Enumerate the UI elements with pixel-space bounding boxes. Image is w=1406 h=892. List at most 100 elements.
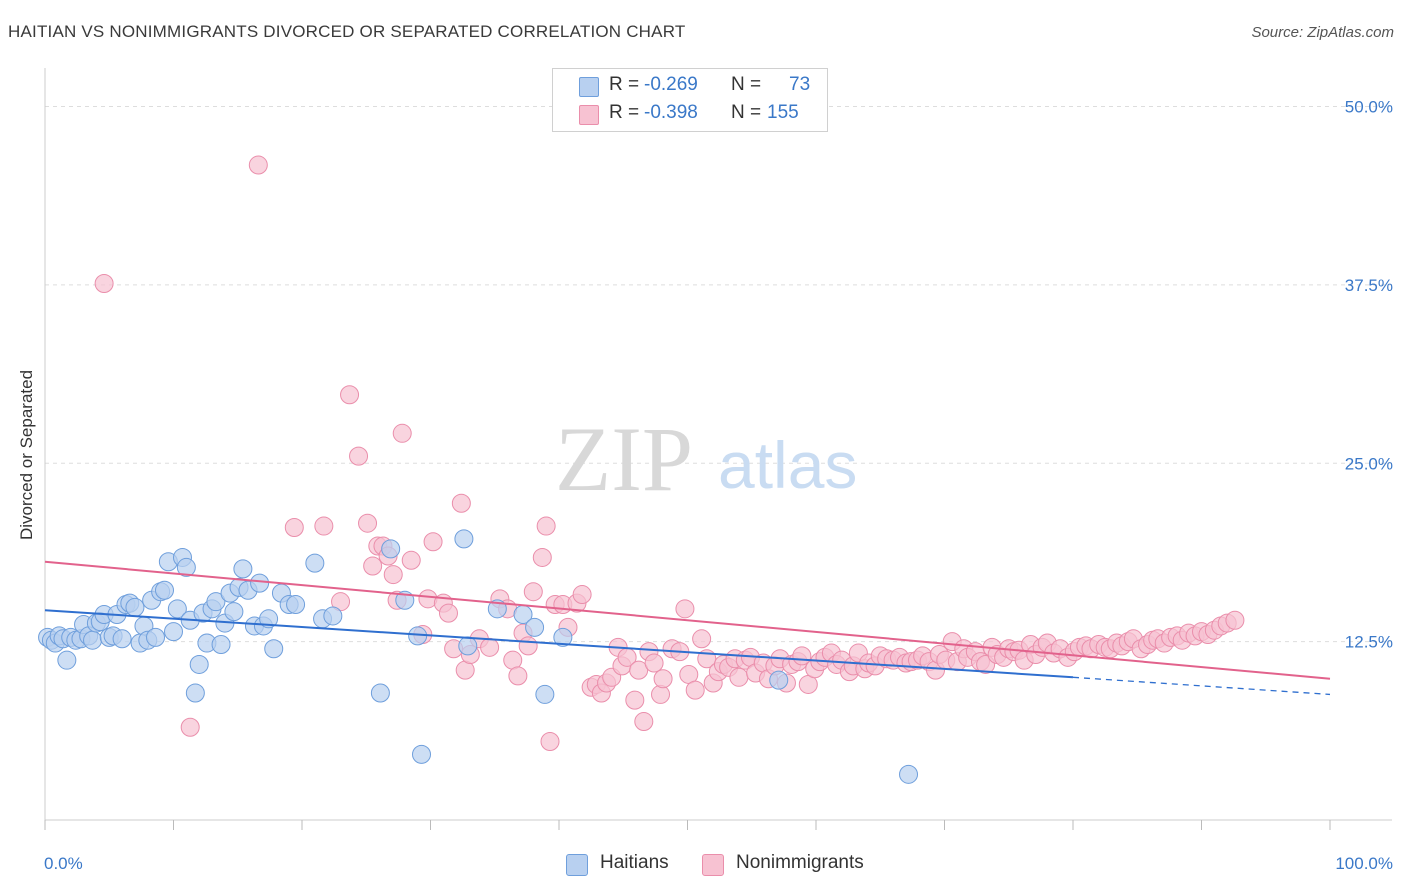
legend-row-nonimmigrants: R = -0.398 N = 155: [553, 99, 827, 127]
nonimmigrants-swatch: [579, 105, 599, 125]
y-tick-label: 50.0%: [1345, 98, 1393, 117]
r-label: R =: [609, 74, 640, 95]
nonimmigrants-point: [692, 629, 712, 649]
r-value: -0.269: [644, 74, 698, 95]
haitians-points: [38, 529, 919, 784]
n-value: 73: [789, 74, 811, 95]
n-value: 155: [767, 102, 799, 123]
y-axis-label: Divorced or Separated: [17, 369, 36, 541]
nonimmigrants-point: [629, 660, 649, 680]
n-label: N =: [731, 74, 762, 95]
haitians-trend-line: [44, 609, 1074, 679]
haitians-point: [211, 634, 231, 654]
haitians-point: [224, 602, 244, 622]
r-label: R =: [609, 102, 640, 123]
y-tick-label: 25.0%: [1345, 454, 1393, 473]
nonimmigrants-point: [94, 273, 114, 293]
nonimmigrants-point: [634, 712, 654, 732]
nonimmigrants-points: [94, 155, 1245, 752]
axes: [44, 68, 1392, 830]
haitians-point: [250, 573, 270, 593]
watermark-zip: ZIP: [555, 408, 693, 510]
haitians-point: [264, 639, 284, 659]
nonimmigrants-point: [340, 385, 360, 405]
haitians-point: [233, 559, 253, 579]
nonimmigrants-point: [523, 582, 543, 602]
nonimmigrants-point: [314, 516, 334, 536]
nonimmigrants-point: [423, 532, 443, 552]
haitians-point: [525, 617, 545, 637]
nonimmigrants-point: [363, 556, 383, 576]
nonimmigrants-point: [358, 513, 378, 533]
trend-lines: [44, 560, 1331, 696]
nonimmigrants-point: [349, 446, 369, 466]
haitians-point: [553, 627, 573, 647]
haitians-point: [370, 683, 390, 703]
chart-title: HAITIAN VS NONIMMIGRANTS DIVORCED OR SEP…: [8, 22, 686, 41]
haitians-point: [535, 684, 555, 704]
nonimmigrants-point: [480, 637, 500, 657]
haitians-swatch: [579, 77, 599, 97]
haitians-point: [176, 557, 196, 577]
nonimmigrants-point: [1225, 610, 1245, 630]
haitians-point: [412, 744, 432, 764]
nonimmigrants-point: [180, 717, 200, 737]
x-tick-label: 0.0%: [44, 854, 83, 873]
haitians-point: [155, 580, 175, 600]
haitians-point: [323, 606, 343, 626]
nonimmigrants-point: [729, 667, 749, 687]
nonimmigrants-point: [644, 653, 664, 673]
nonimmigrants-trend-line: [44, 560, 1331, 680]
haitians-point: [899, 764, 919, 784]
legend-row-haitians: R = -0.269 N = 73: [553, 71, 827, 99]
haitians-point: [146, 627, 166, 647]
nonimmigrants-point: [508, 666, 528, 686]
haitians-point: [125, 597, 145, 617]
haitians-point: [189, 654, 209, 674]
correlation-legend: R = -0.269 N = 73 R = -0.398 N = 155: [552, 68, 828, 132]
nonimmigrants-point: [651, 684, 671, 704]
haitians-point: [454, 529, 474, 549]
haitians-point: [112, 629, 132, 649]
haitians-point: [458, 636, 478, 656]
nonimmigrants-point: [685, 680, 705, 700]
nonimmigrants-point: [392, 423, 412, 443]
nonimmigrants-point: [401, 550, 421, 570]
haitians-point: [167, 599, 187, 619]
source-label: Source: ZipAtlas.com: [1251, 24, 1394, 41]
nonimmigrants-point: [284, 517, 304, 537]
haitians-trend-extension: [1072, 676, 1331, 696]
haitians-point: [83, 630, 103, 650]
haitians-point: [57, 650, 77, 670]
haitians-point: [164, 622, 183, 642]
nonimmigrants-point: [451, 493, 471, 513]
r-value: -0.398: [644, 102, 698, 123]
tick-labels: 12.5% 25.0% 37.5% 50.0% 0.0% 100.0%: [44, 98, 1393, 873]
n-label: N =: [731, 102, 762, 123]
y-tick-label: 12.5%: [1345, 633, 1393, 652]
haitians-point: [259, 609, 279, 629]
haitians-point: [206, 592, 226, 612]
nonimmigrants-point: [625, 690, 645, 710]
nonimmigrants-legend-label: Nonimmigrants: [736, 852, 864, 873]
haitians-point: [185, 683, 205, 703]
nonimmigrants-point: [383, 565, 403, 585]
haitians-point: [381, 539, 401, 559]
nonimmigrants-point: [572, 585, 592, 605]
x-tick-label: 100.0%: [1335, 854, 1393, 873]
nonimmigrants-point: [248, 155, 268, 175]
haitians-point: [286, 595, 306, 615]
nonimmigrants-point: [653, 669, 673, 689]
nonimmigrants-point: [536, 516, 556, 536]
nonimmigrants-point: [438, 603, 458, 623]
nonimmigrants-point: [532, 547, 552, 567]
nonimmigrants-point: [518, 636, 538, 656]
nonimmigrants-legend-swatch: [702, 854, 724, 876]
watermark-atlas: atlas: [718, 428, 857, 502]
nonimmigrants-point: [540, 732, 560, 752]
haitians-point: [305, 553, 325, 573]
haitians-legend-swatch: [566, 854, 588, 876]
nonimmigrants-point: [675, 599, 695, 619]
haitians-point: [769, 670, 789, 690]
